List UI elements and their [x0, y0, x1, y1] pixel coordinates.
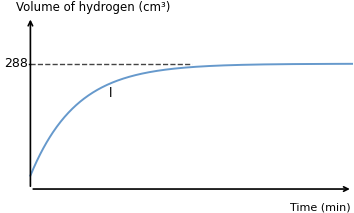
Text: Volume of hydrogen (cm³): Volume of hydrogen (cm³)	[16, 1, 170, 14]
Text: l: l	[109, 87, 113, 100]
Text: Time (min): Time (min)	[290, 202, 351, 212]
Text: 288: 288	[4, 57, 28, 70]
